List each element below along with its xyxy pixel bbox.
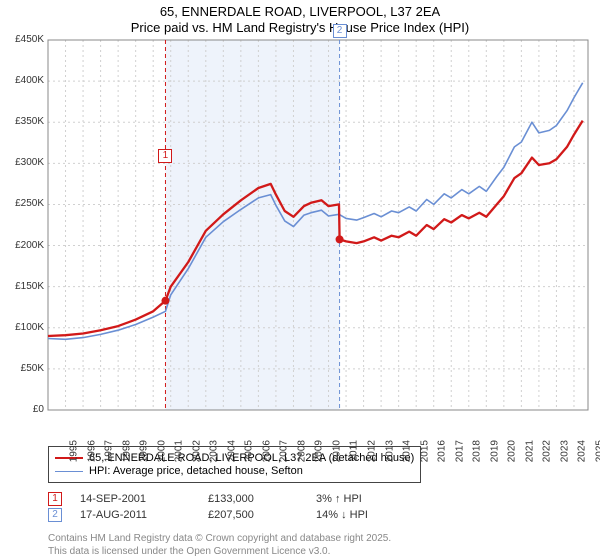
y-tick-label: £450K [4, 34, 44, 45]
y-tick-label: £300K [4, 157, 44, 168]
x-tick-label: 2010 [331, 440, 342, 462]
copyright-text: Contains HM Land Registry data © Crown c… [48, 532, 391, 558]
y-tick-label: £0 [4, 404, 44, 415]
note-delta: 14% ↓ HPI [316, 509, 368, 521]
note-marker: 1 [48, 492, 62, 506]
marker-box: 1 [158, 149, 172, 163]
copyright-line1: Contains HM Land Registry data © Crown c… [48, 532, 391, 545]
x-tick-label: 2007 [279, 440, 290, 462]
x-tick-label: 1998 [121, 440, 132, 462]
x-tick-label: 2004 [226, 440, 237, 462]
x-tick-label: 2014 [401, 440, 412, 462]
y-tick-label: £100K [4, 322, 44, 333]
legend-label: HPI: Average price, detached house, Seft… [89, 465, 303, 477]
y-tick-label: £250K [4, 198, 44, 209]
legend-row: HPI: Average price, detached house, Seft… [55, 465, 414, 477]
note-delta: 3% ↑ HPI [316, 493, 362, 505]
x-tick-label: 2013 [384, 440, 395, 462]
x-tick-label: 1995 [68, 440, 79, 462]
note-price: £133,000 [208, 493, 298, 505]
x-tick-label: 1997 [103, 440, 114, 462]
y-tick-label: £400K [4, 75, 44, 86]
x-tick-label: 2023 [559, 440, 570, 462]
note-row: 2 17-AUG-2011 £207,500 14% ↓ HPI [48, 508, 368, 522]
x-tick-label: 2015 [419, 440, 430, 462]
note-date: 17-AUG-2011 [80, 509, 190, 521]
x-tick-label: 2012 [366, 440, 377, 462]
x-tick-label: 2021 [524, 440, 535, 462]
y-tick-label: £200K [4, 240, 44, 251]
x-tick-label: 1996 [86, 440, 97, 462]
y-tick-label: £50K [4, 363, 44, 374]
x-tick-label: 2008 [296, 440, 307, 462]
marker-notes: 1 14-SEP-2001 £133,000 3% ↑ HPI 2 17-AUG-2011… [48, 490, 368, 524]
note-price: £207,500 [208, 509, 298, 521]
x-tick-label: 2025 [594, 440, 600, 462]
y-tick-label: £150K [4, 281, 44, 292]
note-date: 14-SEP-2001 [80, 493, 190, 505]
x-tick-label: 2003 [209, 440, 220, 462]
x-tick-label: 2018 [471, 440, 482, 462]
x-tick-label: 2017 [454, 440, 465, 462]
x-tick-label: 2011 [348, 440, 359, 462]
x-tick-label: 2002 [191, 440, 202, 462]
x-tick-label: 2009 [314, 440, 325, 462]
x-tick-label: 1999 [138, 440, 149, 462]
x-tick-label: 2020 [507, 440, 518, 462]
x-tick-label: 2000 [156, 440, 167, 462]
x-tick-label: 2001 [173, 440, 184, 462]
note-row: 1 14-SEP-2001 £133,000 3% ↑ HPI [48, 492, 368, 506]
chart-plot [0, 0, 600, 430]
y-tick-label: £350K [4, 116, 44, 127]
x-tick-label: 2022 [542, 440, 553, 462]
note-marker: 2 [48, 508, 62, 522]
x-tick-label: 2024 [577, 440, 588, 462]
copyright-line2: This data is licensed under the Open Gov… [48, 545, 391, 558]
x-tick-label: 2019 [489, 440, 500, 462]
marker-box: 2 [333, 24, 347, 38]
x-tick-label: 2016 [436, 440, 447, 462]
legend-swatch [55, 471, 83, 472]
x-tick-label: 2005 [244, 440, 255, 462]
x-tick-label: 2006 [261, 440, 272, 462]
